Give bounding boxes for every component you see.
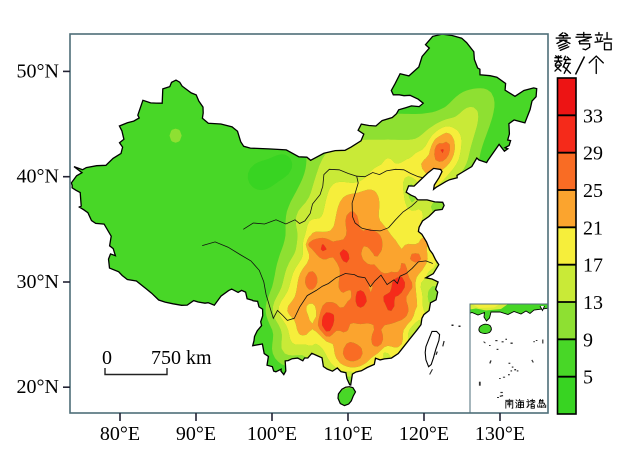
svg-text:750 km: 750 km [151, 347, 212, 369]
svg-text:80°E: 80°E [100, 423, 140, 445]
svg-text:9: 9 [583, 329, 593, 351]
svg-text:50°N: 50°N [17, 60, 59, 82]
svg-text:20°N: 20°N [17, 376, 59, 398]
svg-text:130°E: 130°E [475, 423, 525, 445]
svg-text:13: 13 [583, 292, 603, 314]
svg-text:33: 33 [583, 105, 603, 127]
svg-text:21: 21 [583, 217, 603, 239]
svg-text:100°E: 100°E [247, 423, 297, 445]
svg-text:30°N: 30°N [17, 271, 59, 293]
svg-text:40°N: 40°N [17, 166, 59, 188]
svg-text:25: 25 [583, 180, 603, 202]
svg-text:0: 0 [102, 347, 112, 369]
svg-text:110°E: 110°E [323, 423, 372, 445]
svg-text:17: 17 [583, 255, 603, 277]
svg-text:5: 5 [583, 367, 593, 389]
svg-text:90°E: 90°E [176, 423, 216, 445]
svg-text:29: 29 [583, 143, 603, 165]
svg-text:120°E: 120°E [399, 423, 449, 445]
